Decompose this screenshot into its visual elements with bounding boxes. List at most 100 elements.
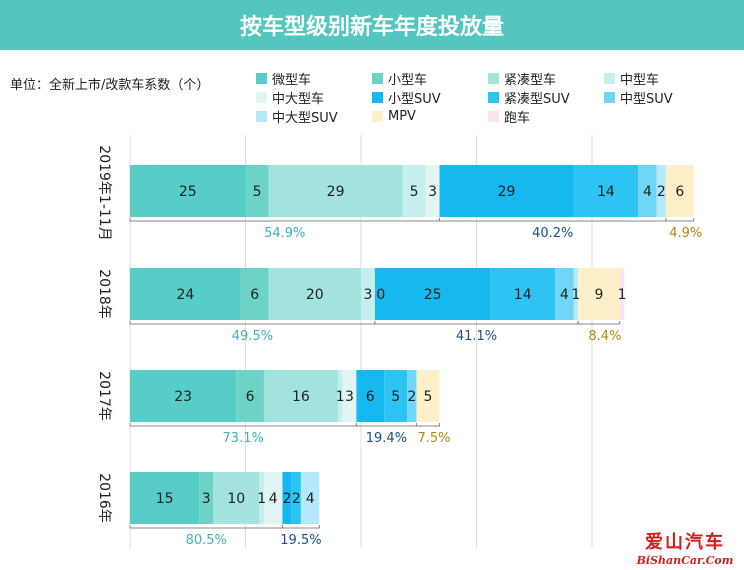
- legend-item: 中型SUV: [604, 89, 720, 107]
- category-label: 2016年: [96, 473, 112, 523]
- data-label: 16: [292, 389, 310, 405]
- bar-segment: [356, 370, 385, 422]
- bar-segment: [384, 370, 408, 422]
- bar-segment: [573, 268, 579, 320]
- legend-label: 跑车: [504, 111, 531, 126]
- group-percentage: 49.5%: [232, 329, 273, 344]
- legend-item: 小型车: [372, 70, 488, 88]
- group-percentage: 8.4%: [588, 329, 621, 344]
- legend-swatch: [372, 111, 383, 122]
- data-label: 6: [250, 287, 259, 303]
- group-percentage: 7.5%: [417, 431, 450, 446]
- group-bracket: [439, 218, 667, 222]
- data-label: 2: [657, 184, 666, 200]
- watermark-cn: 爱山汽车: [645, 532, 725, 553]
- data-label: 5: [391, 389, 400, 405]
- bar-segment: [240, 268, 269, 320]
- bar-segment: [130, 268, 241, 320]
- data-label: 10: [227, 491, 245, 507]
- bar-segment: [130, 165, 246, 217]
- legend-item: 中型车: [604, 70, 720, 88]
- bar-segment: [407, 370, 417, 422]
- group-bracket: [129, 321, 376, 325]
- data-label: 2: [407, 389, 416, 405]
- bar-segment: [263, 472, 283, 524]
- bar-segment: [439, 165, 574, 217]
- category-label: 2018年: [96, 269, 112, 319]
- data-label: 3: [345, 389, 354, 405]
- bar-segment: [300, 472, 320, 524]
- bar-segment: [282, 472, 292, 524]
- legend-item: 跑车: [488, 108, 604, 126]
- bar-segment: [337, 370, 343, 422]
- data-label: 5: [253, 184, 262, 200]
- bar-segment: [416, 370, 440, 422]
- legend-swatch: [372, 73, 383, 84]
- bar-segment: [573, 165, 639, 217]
- bar-segment: [245, 165, 269, 217]
- legend-swatch: [256, 73, 267, 84]
- watermark-en: BiShanCar.Com: [636, 554, 734, 567]
- bar-segment: [638, 165, 657, 217]
- data-label: 14: [597, 184, 615, 200]
- bar-segment: [199, 472, 214, 524]
- category-label: 2017年: [96, 371, 112, 421]
- legend-item: 微型车: [256, 70, 372, 88]
- bar-segment: [268, 268, 361, 320]
- group-percentage: 80.5%: [186, 533, 227, 548]
- legend: 微型车 小型车 紧凑型车 中型车中大型车 小型SUV 紧凑型SUV 中型SUV 中大型SUV M…: [256, 70, 736, 126]
- legend-label: 小型车: [388, 73, 428, 88]
- legend-swatch: [256, 92, 267, 103]
- legend-item: 小型SUV: [372, 89, 488, 107]
- group-percentage: 73.1%: [223, 431, 264, 446]
- legend-item: 紧凑型车: [488, 70, 604, 88]
- data-label: 1: [257, 491, 266, 507]
- legend-swatch: [488, 73, 499, 84]
- legend-label: 中大型SUV: [272, 111, 338, 126]
- data-label: 29: [498, 184, 516, 200]
- category-label: 2019年1-11月: [96, 145, 112, 240]
- group-bracket: [281, 525, 320, 529]
- legend-swatch: [488, 111, 499, 122]
- group-bracket: [129, 218, 441, 222]
- legend-label: 小型SUV: [388, 92, 441, 107]
- data-label: 0: [376, 287, 385, 303]
- legend-label: 微型车: [272, 73, 312, 88]
- group-bracket: [355, 423, 417, 427]
- group-bracket: [577, 321, 621, 325]
- data-label: 4: [560, 287, 569, 303]
- legend-swatch: [488, 92, 499, 103]
- bar-segment: [361, 268, 375, 320]
- bar-segment: [665, 165, 694, 217]
- data-label: 9: [594, 287, 603, 303]
- bar-segment: [490, 268, 556, 320]
- legend-swatch: [256, 111, 267, 122]
- bar-segment: [130, 370, 237, 422]
- bar-segment: [291, 472, 301, 524]
- group-percentage: 4.9%: [669, 226, 702, 241]
- bar-segment: [656, 165, 666, 217]
- legend-swatch: [604, 73, 615, 84]
- data-label: 6: [246, 389, 255, 405]
- group-bracket: [129, 423, 357, 427]
- data-label: 3: [202, 491, 211, 507]
- data-label: 4: [269, 491, 278, 507]
- data-label: 4: [643, 184, 652, 200]
- data-label: 14: [514, 287, 532, 303]
- bar-segment: [268, 165, 403, 217]
- legend-label: 中大型车: [272, 92, 325, 107]
- data-label: 24: [177, 287, 195, 303]
- data-label: 2: [292, 491, 301, 507]
- legend-label: MPV: [388, 109, 416, 124]
- unit-label: 单位：全新上市/改款车系数（个）: [10, 78, 210, 93]
- data-label: 29: [327, 184, 345, 200]
- legend-swatch: [604, 92, 615, 103]
- data-label: 2: [283, 491, 292, 507]
- data-label: 6: [675, 184, 684, 200]
- legend-item: 中大型SUV: [256, 108, 372, 126]
- legend-item: MPV: [372, 108, 488, 125]
- data-label: 25: [424, 287, 442, 303]
- group-percentage: 19.5%: [280, 533, 321, 548]
- legend-item: 紧凑型SUV: [488, 89, 604, 107]
